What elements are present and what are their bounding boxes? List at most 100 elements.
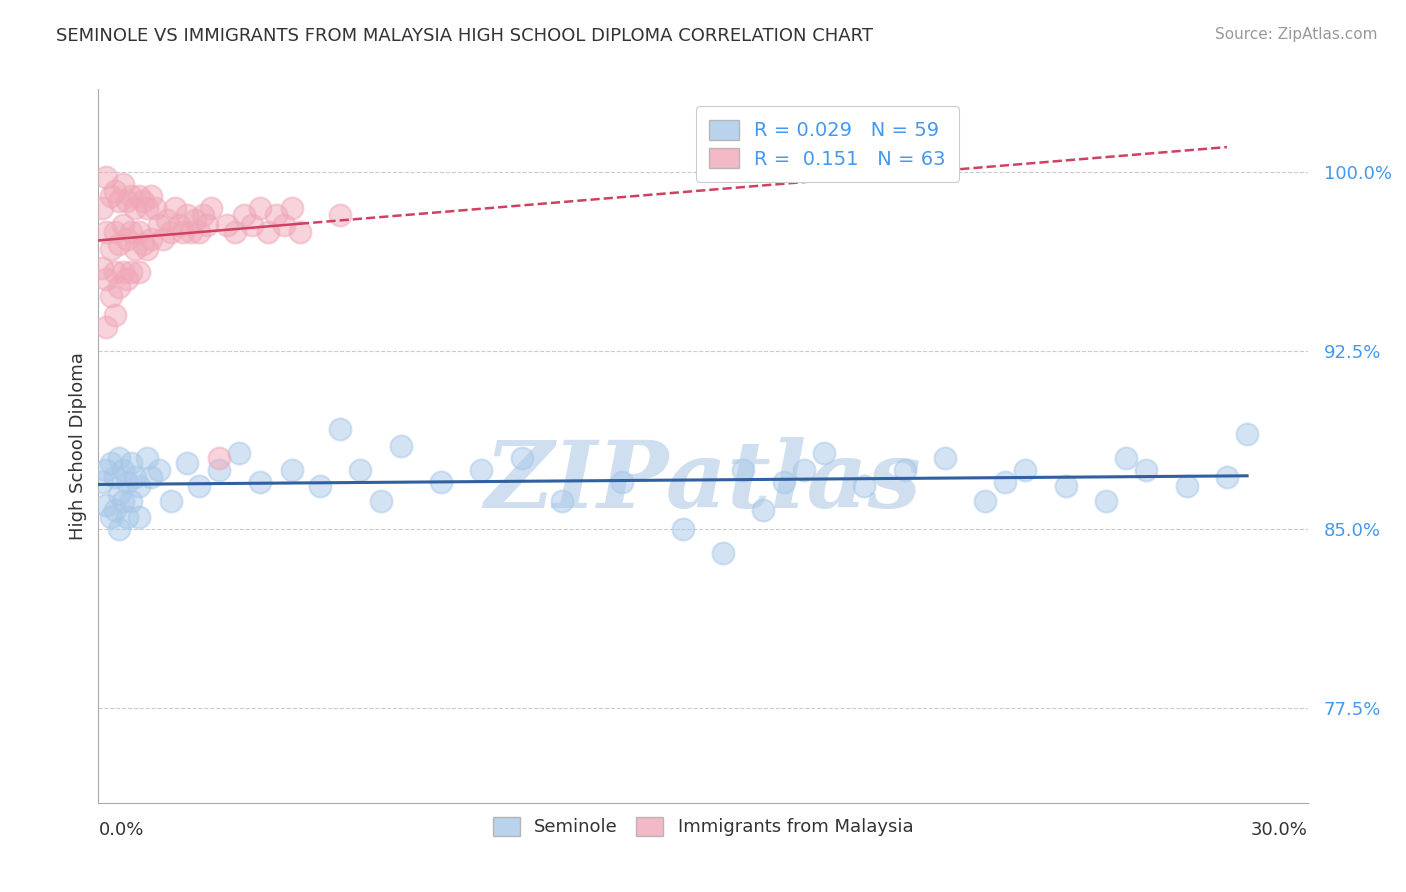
Point <box>309 479 332 493</box>
Legend: Seminole, Immigrants from Malaysia: Seminole, Immigrants from Malaysia <box>478 803 928 851</box>
Point <box>103 470 125 484</box>
Point <box>107 194 129 208</box>
Point <box>91 201 114 215</box>
Point <box>111 463 134 477</box>
Point <box>167 218 190 232</box>
Point <box>115 232 138 246</box>
Point <box>1216 470 1239 484</box>
Point <box>96 463 118 477</box>
Point <box>249 475 271 489</box>
Point <box>772 475 794 489</box>
Point <box>139 470 162 484</box>
Point <box>240 218 263 232</box>
Point <box>172 225 194 239</box>
Point <box>1236 427 1258 442</box>
Point <box>224 225 246 239</box>
Point <box>103 308 125 322</box>
Point <box>103 225 125 239</box>
Point <box>139 189 162 203</box>
Point <box>135 201 157 215</box>
Point <box>974 493 997 508</box>
Point <box>115 194 138 208</box>
Point <box>672 522 695 536</box>
Point <box>163 201 186 215</box>
Point <box>176 456 198 470</box>
Point <box>281 463 304 477</box>
Point <box>96 499 118 513</box>
Point <box>152 232 174 246</box>
Text: SEMINOLE VS IMMIGRANTS FROM MALAYSIA HIGH SCHOOL DIPLOMA CORRELATION CHART: SEMINOLE VS IMMIGRANTS FROM MALAYSIA HIG… <box>56 27 873 45</box>
Point <box>853 479 876 493</box>
Point <box>249 201 271 215</box>
Point <box>281 201 304 215</box>
Point <box>430 475 453 489</box>
Point <box>100 456 122 470</box>
Point <box>793 463 815 477</box>
Point <box>111 493 134 508</box>
Point <box>1115 450 1137 465</box>
Point <box>813 446 835 460</box>
Point <box>135 242 157 256</box>
Point <box>128 265 150 279</box>
Point <box>184 213 207 227</box>
Point <box>612 475 634 489</box>
Point <box>510 450 533 465</box>
Text: 0.0%: 0.0% <box>98 821 143 838</box>
Point <box>96 320 118 334</box>
Point <box>893 463 915 477</box>
Point <box>96 170 118 185</box>
Point <box>100 242 122 256</box>
Point <box>128 189 150 203</box>
Point <box>228 446 250 460</box>
Point <box>934 450 956 465</box>
Point <box>111 218 134 232</box>
Point <box>208 463 231 477</box>
Point <box>329 422 352 436</box>
Point <box>470 463 492 477</box>
Point <box>124 470 146 484</box>
Point <box>96 272 118 286</box>
Text: Source: ZipAtlas.com: Source: ZipAtlas.com <box>1215 27 1378 42</box>
Point <box>107 486 129 500</box>
Y-axis label: High School Diploma: High School Diploma <box>69 352 87 540</box>
Point <box>132 236 155 251</box>
Point <box>107 522 129 536</box>
Point <box>994 475 1017 489</box>
Point <box>232 208 254 222</box>
Text: ZIPatlas: ZIPatlas <box>485 437 921 526</box>
Point <box>1054 479 1077 493</box>
Point <box>107 450 129 465</box>
Point <box>752 503 775 517</box>
Point <box>120 493 142 508</box>
Point <box>1014 463 1036 477</box>
Point <box>100 189 122 203</box>
Point <box>103 185 125 199</box>
Point <box>132 194 155 208</box>
Point <box>1095 493 1118 508</box>
Point <box>195 218 218 232</box>
Point <box>264 208 287 222</box>
Point <box>288 225 311 239</box>
Point <box>208 450 231 465</box>
Point <box>733 463 755 477</box>
Point <box>180 225 202 239</box>
Point <box>160 225 183 239</box>
Point <box>711 546 734 560</box>
Point <box>128 479 150 493</box>
Point <box>124 242 146 256</box>
Point <box>389 439 412 453</box>
Point <box>111 178 134 192</box>
Point <box>120 456 142 470</box>
Point <box>349 463 371 477</box>
Point <box>148 463 170 477</box>
Point <box>188 225 211 239</box>
Point <box>176 208 198 222</box>
Point <box>188 479 211 493</box>
Point <box>100 289 122 303</box>
Point <box>217 218 239 232</box>
Point <box>115 272 138 286</box>
Point <box>139 232 162 246</box>
Text: 30.0%: 30.0% <box>1251 821 1308 838</box>
Point <box>256 225 278 239</box>
Point <box>124 201 146 215</box>
